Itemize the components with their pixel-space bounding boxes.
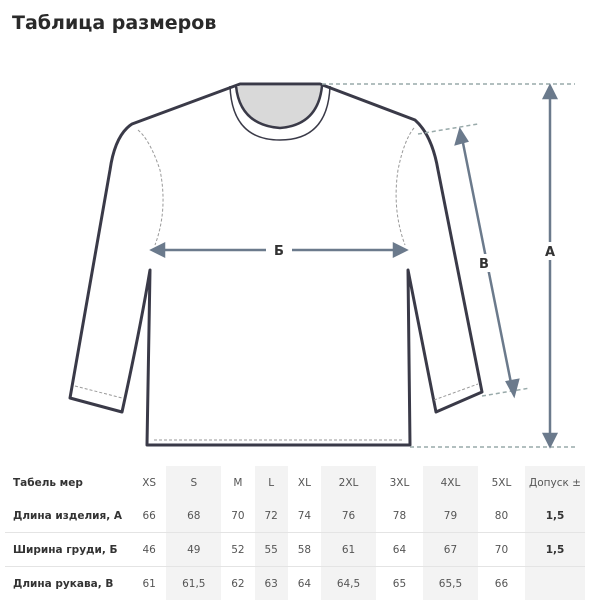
page-title: Таблица размеров (12, 12, 217, 34)
header-cell: Допуск ± (525, 466, 585, 499)
label-sleeve: В (479, 257, 489, 272)
table-row: Ширина груди, Б 46 49 52 55 58 61 64 67 70 1,5 (5, 532, 585, 567)
row-label: Длина рукава, В (13, 577, 114, 590)
table-cell: 80 (477, 499, 525, 533)
label-chest: Б (274, 244, 284, 259)
table-cell: 67 (423, 532, 478, 567)
table-cell: 61 (142, 577, 156, 590)
shirt-diagram: Б В А (68, 82, 575, 449)
table-cell: 65,5 (423, 566, 478, 600)
header-cell: XL (297, 476, 311, 489)
label-length: А (545, 245, 555, 260)
table-cell: 1,5 (525, 532, 585, 567)
table-cell: 65 (392, 577, 407, 590)
shirt-outline (68, 82, 484, 447)
table-cell: 49 (166, 532, 222, 567)
collar (234, 85, 324, 130)
table-header-row: Табель мер XS S M L XL 2XL 3XL 4XL 5XL Д… (5, 466, 585, 499)
table-cell: 64,5 (321, 566, 376, 600)
row-label: Длина изделия, А (5, 499, 132, 533)
header-cell: 3XL (389, 476, 410, 489)
table-cell: 61,5 (166, 566, 222, 600)
table-cell: 64 (297, 577, 312, 590)
table-cell: 61 (321, 532, 376, 567)
table-cell: 58 (287, 532, 322, 567)
table-cell: 74 (287, 499, 322, 533)
table-row: Длина рукава, В 61 61,5 62 63 64 64,5 65 65,5 66 (5, 566, 585, 600)
table-cell: 70 (477, 532, 525, 567)
table-cell: 66 (132, 499, 167, 533)
header-cell: 4XL (423, 466, 478, 499)
table-cell: 70 (221, 499, 255, 533)
row-label: Ширина груди, Б (5, 532, 132, 567)
table-cell (525, 566, 585, 600)
header-cell: L (254, 466, 288, 499)
header-cell: M (233, 476, 243, 489)
table-cell: 52 (221, 532, 255, 567)
size-table: Табель мер XS S M L XL 2XL 3XL 4XL 5XL Д… (5, 466, 585, 600)
header-cell: S (166, 466, 222, 499)
table-cell: 68 (166, 499, 222, 533)
table-cell: 76 (321, 499, 376, 533)
table-row: Длина изделия, А 66 68 70 72 74 76 78 79 80 1,5 (5, 499, 585, 533)
table-cell: 63 (254, 566, 288, 600)
table-cell: 1,5 (525, 499, 585, 533)
table-cell: 64 (375, 532, 423, 567)
header-cell: XS (142, 476, 157, 489)
header-cell: 2XL (321, 466, 376, 499)
table-cell: 66 (494, 577, 509, 590)
header-cell: 5XL (491, 476, 512, 489)
header-cell: Табель мер (13, 476, 83, 489)
table-cell: 78 (375, 499, 423, 533)
table-cell: 79 (423, 499, 478, 533)
table-cell: 62 (231, 577, 245, 590)
table-cell: 46 (132, 532, 167, 567)
table-cell: 72 (254, 499, 288, 533)
table-cell: 55 (254, 532, 288, 567)
